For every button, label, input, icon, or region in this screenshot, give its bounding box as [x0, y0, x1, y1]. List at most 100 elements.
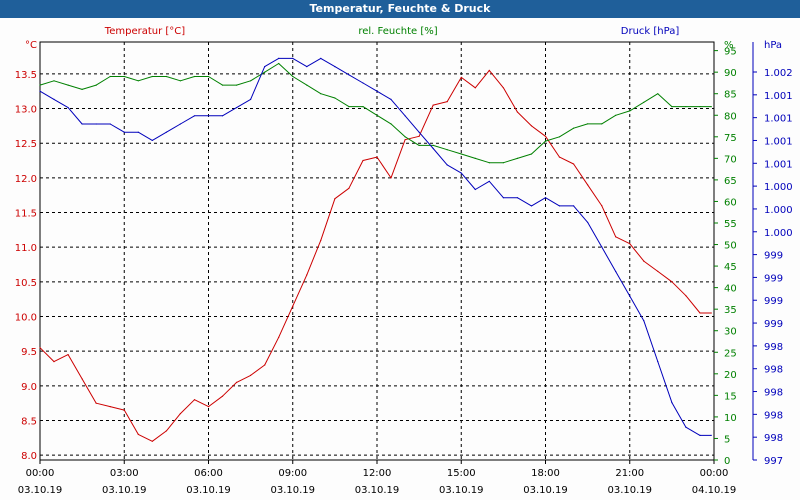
x-tick-date: 03.10.19 — [607, 485, 652, 496]
data-point-pressure — [320, 57, 322, 60]
data-point-humidity — [710, 106, 712, 108]
x-tick-time: 15:00 — [447, 468, 476, 479]
data-point-pressure — [67, 107, 69, 109]
y-tick-pressure: 1.001 — [764, 114, 793, 125]
unit-temperature: °C — [25, 40, 37, 51]
y-tick-humidity: 35 — [724, 305, 737, 316]
data-point-temperature — [39, 347, 41, 349]
y-tick-humidity: 0 — [724, 456, 730, 467]
data-point-pressure — [123, 131, 125, 133]
data-point-pressure — [446, 164, 448, 166]
data-point-temperature — [587, 184, 589, 186]
data-point-humidity — [573, 127, 575, 129]
data-point-humidity — [460, 153, 462, 155]
y-tick-humidity: 40 — [724, 284, 737, 295]
data-point-pressure — [193, 115, 196, 117]
data-point-temperature — [236, 381, 238, 383]
x-tick-time: 21:00 — [615, 468, 644, 479]
data-point-humidity — [544, 140, 547, 142]
data-point-humidity — [53, 80, 55, 82]
data-point-temperature — [53, 361, 55, 363]
y-tick-pressure: 998 — [764, 410, 783, 421]
data-point-temperature — [657, 270, 659, 272]
data-point-temperature — [151, 440, 153, 442]
data-point-temperature — [264, 364, 266, 366]
chart-title-bar: Temperatur, Feuchte & Druck — [0, 0, 800, 18]
data-point-pressure — [250, 98, 252, 100]
data-point-pressure — [432, 147, 434, 150]
y-tick-temperature: 10.5 — [15, 278, 37, 289]
data-point-temperature — [376, 156, 378, 158]
data-point-pressure — [278, 57, 280, 60]
data-point-temperature — [615, 236, 617, 238]
data-point-temperature — [292, 305, 294, 307]
data-point-pressure — [109, 123, 111, 125]
axis-headers: Temperatur [°C] rel. Feuchte [%] Druck [hP… — [104, 26, 680, 37]
data-point-humidity — [362, 106, 364, 108]
y-tick-humidity: 25 — [724, 348, 737, 359]
data-point-temperature — [502, 87, 504, 89]
data-point-temperature — [573, 163, 575, 165]
data-point-humidity — [502, 162, 504, 164]
data-point-humidity — [137, 80, 139, 82]
data-point-pressure — [460, 172, 462, 174]
x-tick-date: 03.10.19 — [102, 485, 147, 496]
x-tick-date: 03.10.19 — [270, 485, 315, 496]
data-point-humidity — [488, 162, 490, 164]
data-point-humidity — [81, 88, 83, 90]
data-point-pressure — [236, 107, 238, 109]
data-point-humidity — [348, 106, 350, 108]
y-tick-humidity: 90 — [724, 68, 737, 79]
y-tick-pressure: 997 — [764, 456, 783, 467]
data-point-temperature — [544, 135, 547, 137]
data-point-temperature — [474, 87, 476, 89]
data-point-pressure — [165, 131, 167, 133]
data-point-pressure — [404, 115, 406, 117]
data-point-humidity — [193, 75, 196, 78]
data-point-pressure — [516, 197, 519, 199]
data-point-humidity — [207, 75, 210, 78]
data-point-temperature — [558, 156, 561, 158]
y-tick-pressure: 1.000 — [764, 228, 793, 239]
data-point-humidity — [601, 123, 603, 125]
y-tick-pressure: 999 — [764, 319, 783, 330]
data-point-pressure — [334, 66, 336, 68]
data-point-temperature — [362, 159, 364, 162]
data-point-temperature — [671, 281, 673, 283]
data-point-temperature — [109, 406, 111, 408]
data-point-temperature — [193, 399, 196, 401]
data-point-humidity — [278, 62, 280, 65]
y-tick-temperature: 12.5 — [15, 139, 37, 150]
data-point-pressure — [643, 320, 645, 322]
data-point-temperature — [250, 374, 252, 376]
data-point-pressure — [502, 197, 504, 199]
data-point-humidity — [95, 84, 97, 86]
y-tick-pressure: 1.000 — [764, 182, 793, 193]
y-tick-humidity: 45 — [724, 262, 737, 273]
axis-header-humidity: rel. Feuchte [%] — [358, 26, 437, 37]
data-point-temperature — [432, 104, 434, 106]
x-tick-date: 03.10.19 — [439, 485, 484, 496]
data-point-pressure — [699, 434, 701, 436]
y-tick-temperature: 9.0 — [21, 382, 37, 393]
data-point-humidity — [320, 93, 322, 95]
data-point-humidity — [179, 80, 181, 82]
y-tick-pressure: 998 — [764, 365, 783, 376]
y-tick-pressure: 998 — [764, 433, 783, 444]
data-point-temperature — [460, 76, 462, 78]
y-tick-temperature: 12.0 — [15, 174, 37, 185]
y-tick-humidity: 30 — [724, 327, 737, 338]
data-point-pressure — [390, 98, 392, 100]
y-tick-pressure: 998 — [764, 342, 783, 353]
data-point-temperature — [446, 101, 448, 103]
data-point-pressure — [81, 123, 83, 125]
y-tick-temperature: 10.0 — [15, 313, 37, 324]
x-tick-time: 00:00 — [700, 468, 729, 479]
data-point-temperature — [404, 139, 406, 141]
x-tick-date: 03.10.19 — [523, 485, 568, 496]
data-point-pressure — [179, 123, 181, 125]
y-tick-pressure: 999 — [764, 273, 783, 284]
data-point-pressure — [39, 90, 41, 92]
data-point-humidity — [334, 97, 336, 99]
data-point-pressure — [95, 123, 97, 125]
